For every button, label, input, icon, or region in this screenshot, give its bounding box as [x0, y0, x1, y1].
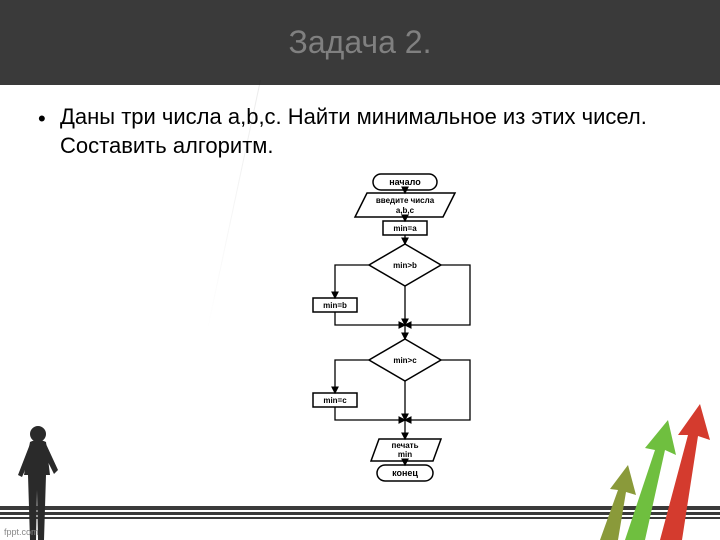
bullet-icon: • [38, 105, 46, 134]
fc-assign1-label: min=b [323, 301, 347, 310]
flowchart-diagram: начало введите числа a,b,c min=a min>b m… [305, 170, 505, 510]
fc-start-label: начало [389, 177, 421, 187]
fc-end-label: конец [392, 468, 418, 478]
fc-print-l1: печать [391, 441, 418, 450]
fc-dec2-label: min>c [393, 356, 417, 365]
header-band: Задача 2. [0, 0, 720, 85]
page-title: Задача 2. [289, 24, 432, 61]
person-silhouette-icon [10, 420, 70, 540]
fc-input-l1: введите числа [376, 196, 435, 205]
arrows-decoration-icon [570, 400, 720, 540]
problem-statement: • Даны три числа a,b,c. Найти минимально… [0, 85, 720, 160]
fc-dec1-label: min>b [393, 261, 417, 270]
fc-init-label: min=a [393, 224, 417, 233]
fc-input-l2: a,b,c [396, 206, 415, 215]
fc-assign2-label: min=c [323, 396, 347, 405]
watermark-text: fppt.com [4, 527, 39, 537]
fc-print-l2: min [398, 450, 412, 459]
problem-text: Даны три числа a,b,c. Найти минимальное … [60, 104, 647, 158]
